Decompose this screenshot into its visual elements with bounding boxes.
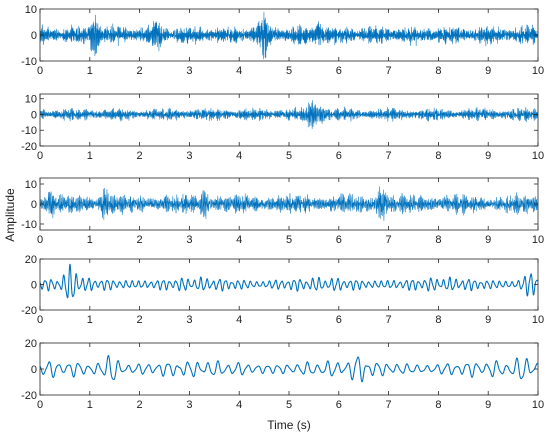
y-tick-label-3--10: -10 [21, 219, 37, 231]
x-tick-label-2-6: 6 [336, 150, 342, 162]
y-tick-label-2--20: -20 [21, 141, 37, 153]
x-tick-label-5-1: 1 [87, 399, 93, 411]
x-tick-label-5-3: 3 [186, 399, 192, 411]
x-tick-label-4-3: 3 [186, 314, 192, 326]
x-tick-label-4-10: 10 [532, 314, 544, 326]
y-tick-label-5--20: -20 [21, 390, 37, 402]
x-tick-label-2-7: 7 [386, 150, 392, 162]
x-tick-label-3-6: 6 [336, 234, 342, 246]
y-tick-label-4--20: -20 [21, 305, 37, 317]
y-tick-label-5-0: 0 [31, 364, 37, 376]
subplot-2: 0 1 2 3 4 5 6 7 8 9 10 -20 -10 0 10 [21, 93, 544, 162]
x-tick-label-2-4: 4 [236, 150, 242, 162]
x-tick-label-4-1: 1 [87, 314, 93, 326]
y-tick-label-5-20: 20 [25, 338, 37, 350]
y-tick-label-3-0: 0 [31, 199, 37, 211]
x-tick-label-5-4: 4 [236, 399, 242, 411]
x-tick-label-3-9: 9 [485, 234, 491, 246]
x-tick-label-1-4: 4 [236, 65, 242, 77]
x-tick-label-1-6: 6 [336, 65, 342, 77]
x-tick-label-1-1: 1 [87, 65, 93, 77]
x-tick-label-2-2: 2 [137, 150, 143, 162]
x-tick-label-5-10: 10 [532, 399, 544, 411]
x-tick-label-3-1: 1 [87, 234, 93, 246]
x-tick-label-5-6: 6 [336, 399, 342, 411]
x-tick-label-1-5: 5 [286, 65, 292, 77]
x-tick-label-4-9: 9 [485, 314, 491, 326]
x-tick-label-4-8: 8 [435, 314, 441, 326]
y-tick-label-2--10: -10 [21, 125, 37, 137]
y-tick-label-2-10: 10 [25, 94, 37, 106]
y-tick-label-4-0: 0 [31, 280, 37, 292]
y-tick-label-1--10: -10 [21, 56, 37, 68]
x-tick-label-5-8: 8 [435, 399, 441, 411]
x-tick-label-3-0: 0 [37, 234, 43, 246]
x-tick-label-3-4: 4 [236, 234, 242, 246]
signal-line-3 [40, 186, 538, 221]
x-tick-label-3-2: 2 [137, 234, 143, 246]
x-tick-label-1-2: 2 [137, 65, 143, 77]
x-tick-label-1-0: 0 [37, 65, 43, 77]
x-tick-label-5-7: 7 [386, 399, 392, 411]
x-tick-label-3-10: 10 [532, 234, 544, 246]
x-tick-label-3-5: 5 [286, 234, 292, 246]
x-tick-label-5-9: 9 [485, 399, 491, 411]
x-tick-label-2-3: 3 [186, 150, 192, 162]
x-tick-label-4-7: 7 [386, 314, 392, 326]
y-axis-label: Amplitude [3, 188, 17, 242]
axes-frame-5 [39, 342, 539, 396]
x-tick-label-2-8: 8 [435, 150, 441, 162]
x-tick-label-1-8: 8 [435, 65, 441, 77]
signal-line-4 [40, 263, 538, 299]
x-tick-label-2-10: 10 [532, 150, 544, 162]
x-tick-label-4-0: 0 [37, 314, 43, 326]
x-tick-label-3-3: 3 [186, 234, 192, 246]
x-tick-label-2-9: 9 [485, 150, 491, 162]
y-tick-label-4-20: 20 [25, 254, 37, 266]
signal-line-2 [40, 100, 538, 130]
y-tick-label-1-0: 0 [31, 30, 37, 42]
signal-line-1 [40, 11, 538, 60]
x-tick-label-4-5: 5 [286, 314, 292, 326]
x-axis-label: Time (s) [267, 418, 311, 432]
x-tick-label-1-10: 10 [532, 65, 544, 77]
y-tick-label-3-10: 10 [25, 179, 37, 191]
y-tick-label-1-10: 10 [25, 4, 37, 16]
x-tick-label-5-2: 2 [137, 399, 143, 411]
x-tick-label-4-2: 2 [137, 314, 143, 326]
x-tick-label-4-4: 4 [236, 314, 242, 326]
x-tick-label-1-9: 9 [485, 65, 491, 77]
x-tick-label-5-0: 0 [37, 399, 43, 411]
x-tick-label-3-7: 7 [386, 234, 392, 246]
x-tick-label-1-3: 3 [186, 65, 192, 77]
x-tick-label-2-5: 5 [286, 150, 292, 162]
y-tick-label-2-0: 0 [31, 109, 37, 121]
x-tick-label-3-8: 8 [435, 234, 441, 246]
x-tick-label-2-0: 0 [37, 150, 43, 162]
x-tick-label-2-1: 1 [87, 150, 93, 162]
x-tick-label-4-6: 6 [336, 314, 342, 326]
x-tick-label-1-7: 7 [386, 65, 392, 77]
x-tick-label-5-5: 5 [286, 399, 292, 411]
signal-line-5 [40, 355, 538, 383]
